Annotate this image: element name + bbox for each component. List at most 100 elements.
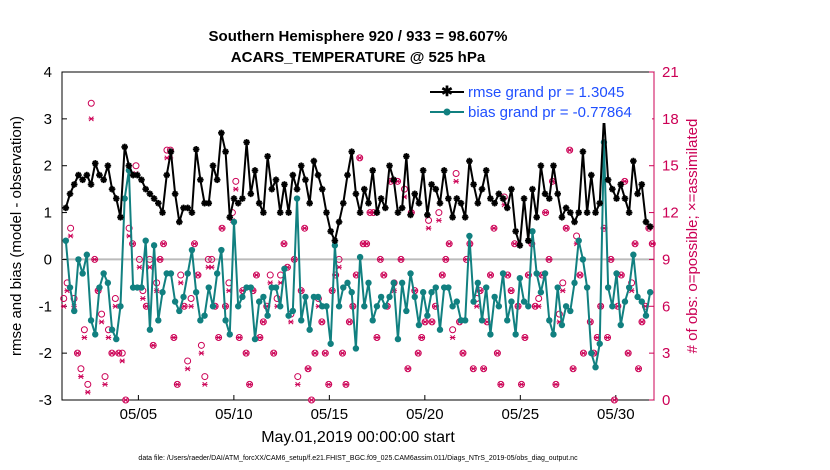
obs-assimilated-marker [184,366,191,372]
obs-assimilated-marker [618,272,625,278]
obs-possible-marker [621,177,629,185]
bias-point [264,312,271,319]
bias-point [356,253,364,261]
rmse-point [83,171,91,179]
x-tick-label: 05/30 [597,406,635,423]
obs-possible-marker [215,334,223,342]
bias-point [365,279,372,287]
obs-assimilated-marker [559,288,566,294]
bias-point [382,303,389,310]
legend-rmse-marker: ✱ [441,83,453,99]
y-tick-label: 0 [44,251,52,268]
rmse-point [474,199,482,207]
legend-bias-marker [443,108,451,116]
obs-possible-marker [521,334,529,342]
rmse-point [596,199,604,207]
obs-assimilated-marker [195,272,201,278]
obs-possible-marker [304,365,312,373]
obs-possible-marker [201,373,209,381]
rmse-point [87,181,95,188]
rmse-point [276,209,284,216]
rmse-point [222,148,229,155]
obs-possible-marker [497,380,505,388]
obs-possible-marker [111,294,119,302]
bias-point [377,293,385,301]
x-tick-label: 05/05 [120,406,158,423]
rmse-point [70,181,78,188]
y-tick-label: 4 [44,64,52,81]
obs-possible-marker [252,271,260,279]
obs-possible-marker [569,365,577,373]
obs-possible-marker [562,224,570,232]
rmse-point [323,209,330,216]
rmse-point [352,190,360,198]
bias-point [495,303,503,310]
obs-assimilated-marker [632,241,638,247]
obs-possible-marker [270,349,278,357]
obs-possible-marker [414,349,422,357]
bias-point [369,317,376,324]
rmse-point [407,211,414,219]
bias-point [516,274,524,282]
rmse-point [461,213,469,221]
obs-assimilated-marker [257,334,263,341]
rmse-point [331,237,339,244]
obs-possible-marker [308,396,316,404]
bias-point [285,312,292,319]
obs-possible-marker [610,396,618,404]
obs-assimilated-marker [343,381,349,387]
bias-point [323,303,330,310]
obs-possible-marker [452,170,460,178]
obs-possible-marker [160,240,168,248]
obs-assimilated-marker [535,303,542,309]
bias-point [491,293,498,301]
rmse-point [487,195,494,202]
obs-assimilated-marker [81,334,88,341]
obs-assimilated-marker [453,178,459,184]
obs-possible-marker [397,255,405,263]
obs-assimilated-marker [487,272,494,278]
obs-possible-marker [108,349,116,357]
obs-possible-marker [631,240,639,248]
rmse-point [155,199,162,207]
obs-assimilated-marker [649,241,656,247]
obs-assimilated-marker [171,334,177,341]
bias-point [230,218,238,226]
rmse-point [348,148,355,155]
rmse-point [583,209,591,216]
bias-point [634,293,641,301]
rmse-point [293,185,301,193]
rmse-point [440,167,448,174]
bias-point [361,303,368,310]
bias-point [222,317,229,324]
bias-point [541,270,549,277]
obs-possible-marker [184,357,192,365]
bias-point [407,270,414,277]
rmse-point [579,148,587,155]
bias-point [213,270,221,277]
rmse-point [369,167,377,174]
obs-possible-marker [493,349,501,357]
bias-point [87,317,95,324]
bias-point [520,298,528,305]
rmse-point [575,209,583,216]
obs-possible-marker [218,224,226,232]
obs-assimilated-marker [511,241,518,247]
rmse-point [390,176,398,184]
obs-possible-marker [77,365,85,373]
obs-assimilated-marker [67,233,74,239]
rmse-point [150,195,158,202]
rmse-point [234,199,242,207]
bias-point [508,298,515,305]
obs-possible-marker [559,279,567,287]
rmse-point [588,171,595,179]
rmse-point [100,176,107,184]
bias-point [575,237,582,244]
obs-assimilated-marker [449,334,456,341]
obs-assimilated-marker [109,350,115,356]
obs-possible-marker [635,365,643,373]
rmse-point [318,185,326,193]
rmse-point [306,199,313,207]
rmse-point [638,181,646,188]
